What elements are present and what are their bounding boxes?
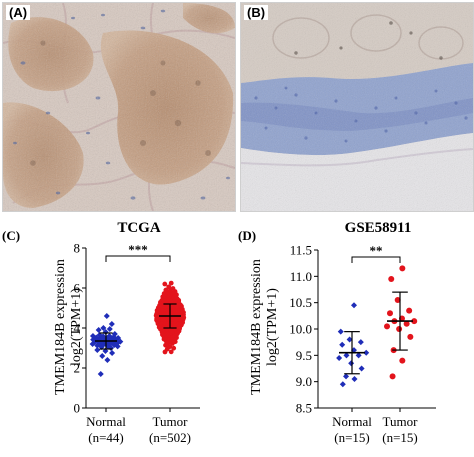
x-tick-label: Normal [332, 414, 372, 429]
y-tick-label: 10.0 [289, 322, 312, 337]
x-tick-label: Tumor [383, 414, 419, 429]
data-point [95, 327, 102, 333]
significance-label: *** [128, 242, 148, 257]
y-tick-label: 2 [74, 361, 81, 376]
data-point [166, 284, 172, 290]
data-point [103, 313, 110, 319]
data-point [403, 320, 410, 327]
data-point [94, 347, 101, 353]
data-point [350, 302, 357, 309]
data-point [167, 344, 173, 350]
y-tick-label: 11.0 [290, 269, 312, 284]
chart-panel-d: (D) GSE58911 TMEM184B expression log2(TP… [238, 220, 436, 445]
y-tick-label: 11.5 [290, 243, 312, 258]
data-point [163, 287, 169, 293]
data-point [339, 341, 346, 348]
data-point [115, 335, 122, 341]
data-point [399, 265, 406, 272]
data-point [357, 339, 364, 346]
chart-panel-c: (C) TCGA TMEM184B expression log2(TPM+1)… [2, 220, 200, 445]
x-tick-label: Normal [86, 414, 126, 429]
y-axis-label: TMEM184B expression [53, 259, 68, 395]
data-point [399, 357, 406, 364]
x-sample-size-label: (n=15) [382, 430, 418, 445]
data-point [389, 373, 396, 380]
significance-label: ** [370, 243, 383, 258]
chart-title: TCGA [117, 220, 161, 236]
data-point [97, 371, 104, 377]
significance-bracket [351, 256, 401, 263]
data-point [386, 310, 393, 317]
data-point [411, 318, 418, 325]
data-point [89, 333, 96, 339]
y-tick-label: 8.5 [296, 401, 312, 416]
data-point [168, 280, 174, 286]
x-sample-size-label: (n=502) [149, 430, 191, 445]
y-axis-label-units: log2(TPM+1) [69, 288, 84, 366]
data-point [106, 333, 113, 339]
ihc-image-tumor [3, 3, 235, 211]
data-point [407, 333, 414, 340]
data-point [351, 376, 358, 383]
panel-letter-c: (C) [2, 228, 20, 243]
data-point [104, 357, 111, 363]
panel-letter-a: (A) [6, 5, 31, 20]
data-point [388, 275, 395, 282]
data-point [170, 286, 176, 291]
micrograph-tumor-tissue: (A) [2, 2, 236, 212]
y-tick-label: 8 [74, 241, 81, 256]
data-point [100, 325, 107, 331]
data-point [348, 360, 355, 367]
data-point [108, 321, 115, 327]
data-point [363, 349, 370, 356]
y-tick-label: 10.5 [289, 295, 312, 310]
ihc-image-normal [241, 3, 473, 211]
data-point [106, 326, 113, 332]
chart-title: GSE58911 [345, 220, 412, 236]
data-point [358, 365, 365, 372]
data-point [394, 297, 401, 304]
significance-bracket [105, 255, 171, 262]
data-point [171, 345, 177, 351]
x-tick-label: Tumor [153, 414, 189, 429]
y-tick-label: 4 [74, 321, 81, 336]
data-point [346, 336, 353, 343]
y-tick-label: 6 [74, 281, 81, 296]
y-tick-label: 9.5 [296, 348, 312, 363]
data-point [109, 350, 116, 356]
data-point [343, 373, 350, 380]
y-tick-label: 9.0 [296, 374, 312, 389]
data-point [162, 281, 168, 287]
x-sample-size-label: (n=44) [88, 430, 124, 445]
data-point [336, 354, 343, 361]
panel-letter-b: (B) [244, 5, 269, 20]
y-axis-label: TMEM184B expression [249, 259, 264, 395]
data-point [355, 352, 362, 359]
micrograph-normal-tissue: (B) [240, 2, 474, 212]
data-point [337, 328, 344, 335]
data-point [168, 349, 174, 355]
data-point [406, 307, 413, 314]
data-point [384, 323, 391, 330]
panel-letter-d: (D) [238, 228, 256, 243]
y-axis-label-units: log2(TPM+1) [265, 288, 280, 366]
data-point [396, 326, 403, 332]
data-point [343, 352, 350, 359]
data-point [339, 381, 346, 388]
data-point [111, 331, 118, 337]
data-point [99, 353, 106, 359]
y-tick-label: 0 [74, 401, 81, 416]
x-sample-size-label: (n=15) [334, 430, 370, 445]
